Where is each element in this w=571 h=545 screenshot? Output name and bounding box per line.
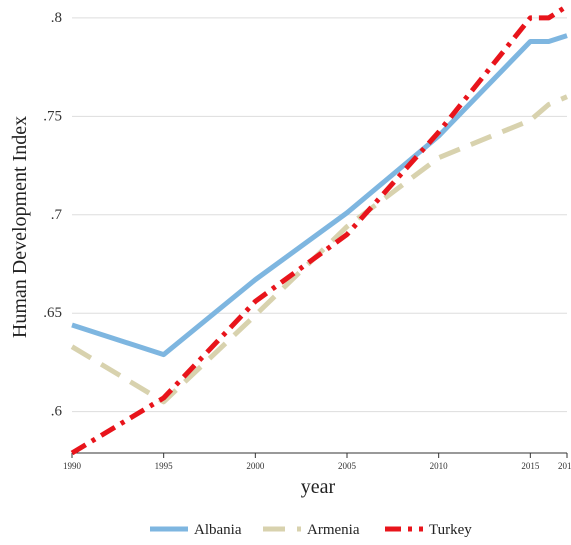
x-axis: 1990 1995 2000 2005 2010 2015 2017 bbox=[63, 452, 571, 471]
x-tick-label: 2000 bbox=[246, 461, 265, 471]
x-axis-title: year bbox=[301, 476, 336, 498]
legend-label-turkey: Turkey bbox=[429, 522, 472, 538]
y-tick-label: .8 bbox=[51, 10, 62, 26]
series-line-turkey bbox=[70, 3, 569, 455]
y-tick-labels: .6 .65 .7 .75 .8 bbox=[43, 10, 62, 420]
legend-label-albania: Albania bbox=[194, 522, 242, 538]
x-tick-label: 1990 bbox=[63, 461, 82, 471]
y-axis-title: Human Development Index bbox=[9, 116, 31, 338]
x-tick-label: 2005 bbox=[338, 461, 357, 471]
legend: Albania Armenia Turkey bbox=[150, 522, 472, 538]
x-tick-label: 2017 bbox=[558, 461, 571, 471]
gridlines bbox=[72, 17, 567, 413]
x-tick-label: 1995 bbox=[155, 461, 174, 471]
y-tick-label: .6 bbox=[51, 404, 63, 420]
plot-area bbox=[70, 3, 569, 455]
y-tick-label: .65 bbox=[43, 305, 62, 321]
series-line-armenia bbox=[70, 94, 568, 405]
legend-label-armenia: Armenia bbox=[307, 522, 360, 538]
x-tick-label: 2010 bbox=[430, 461, 449, 471]
series-line-albania bbox=[71, 33, 568, 358]
x-tick-label: 2015 bbox=[521, 461, 540, 471]
y-tick-label: .7 bbox=[51, 207, 63, 223]
y-tick-label: .75 bbox=[43, 108, 62, 124]
